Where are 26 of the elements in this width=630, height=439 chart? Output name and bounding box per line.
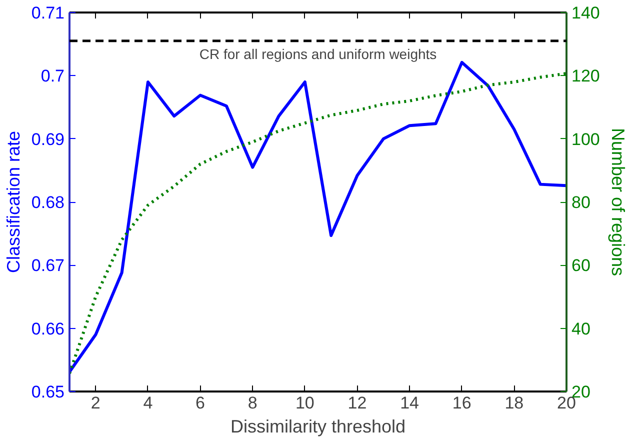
y-tick-label: 0.7 — [40, 66, 65, 86]
y-tick-label: 0.66 — [31, 319, 65, 338]
ref-line-label: CR for all regions and uniform weights — [199, 46, 437, 62]
y-tick-label: 0.69 — [31, 130, 65, 149]
y-tick-label: 0.67 — [31, 256, 65, 276]
x-tick-label: 8 — [248, 394, 258, 412]
y2-tick-label: 140 — [572, 4, 600, 22]
x-tick-label: 6 — [196, 394, 206, 412]
x-tick-label: 4 — [143, 394, 153, 412]
y2-tick-label: 60 — [572, 256, 590, 276]
x-tick-label: 2 — [90, 394, 100, 412]
x-axis-title: Dissimilarity threshold — [230, 416, 406, 436]
y2-tick-label: 80 — [572, 193, 590, 212]
y2-tick-label: 120 — [572, 66, 600, 86]
y-tick-label: 0.68 — [31, 193, 65, 212]
x-tick-label: 12 — [348, 394, 367, 412]
x-tick-label: 14 — [400, 394, 420, 412]
x-tick-label: 16 — [452, 394, 472, 412]
y2-tick-label: 40 — [572, 319, 590, 338]
y2-axis-title: Number of regions — [608, 128, 628, 276]
y2-tick-label: 100 — [572, 130, 600, 149]
y-tick-label: 0.71 — [31, 4, 65, 22]
x-tick-label: 18 — [504, 394, 524, 412]
y-axis-title: Classification rate — [3, 130, 24, 274]
x-tick-label: 10 — [295, 394, 314, 412]
y-tick-label: 0.65 — [31, 382, 65, 402]
